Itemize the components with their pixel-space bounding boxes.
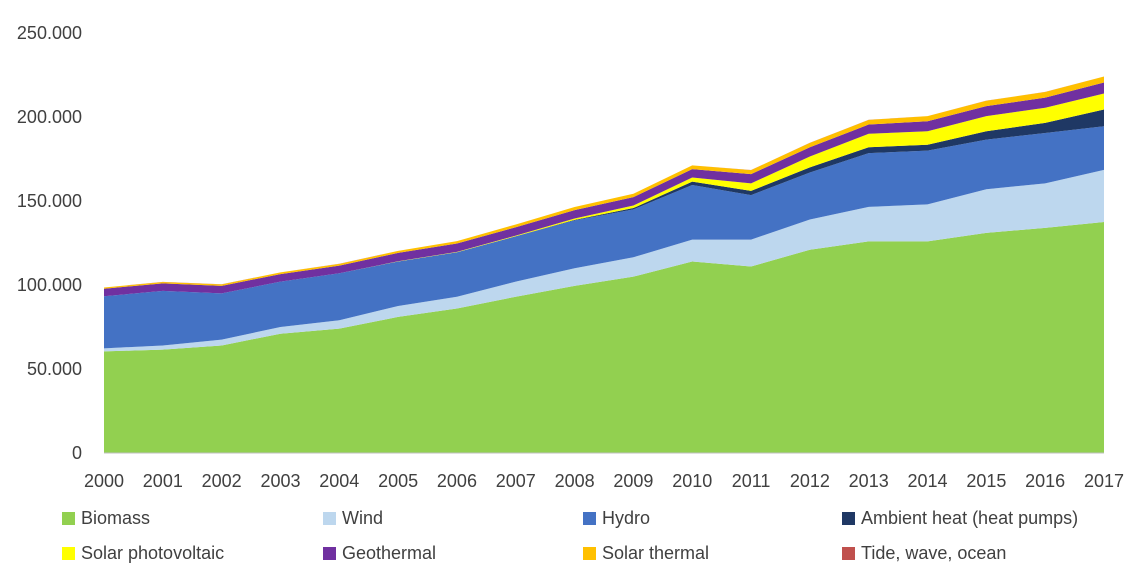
plot-areas [104,76,1104,453]
area-series-hydro [104,126,1104,349]
area-series-ambient-heat-heat-pumps [104,109,1104,297]
legend-swatch [583,512,596,525]
x-tick-label: 2005 [378,471,418,491]
x-tick-label: 2009 [613,471,653,491]
y-tick-label: 0 [72,443,82,463]
legend-item: Ambient heat (heat pumps) [842,508,1078,529]
area-series-solar-photovoltaic [104,93,1104,297]
y-tick-label: 150.000 [17,191,82,211]
x-tick-label: 2004 [319,471,359,491]
x-tick-label: 2016 [1025,471,1065,491]
legend-label: Hydro [602,508,651,528]
area-series-biomass [104,222,1104,453]
x-tick-label: 2017 [1084,471,1124,491]
x-tick-label: 2012 [790,471,830,491]
x-tick-label: 2007 [496,471,536,491]
legend-item: Solar photovoltaic [62,543,224,564]
legend-swatch [842,547,855,560]
x-tick-label: 2010 [672,471,712,491]
stacked-area-chart: 0 50.000 100.000 150.000 200.000 250.000 2000 2… [17,23,1124,491]
area-series-geothermal [104,82,1104,297]
x-tick-label: 2011 [732,471,771,491]
area-series-solar-thermal [104,76,1104,289]
x-tick-label: 2002 [202,471,242,491]
x-tick-label: 2006 [437,471,477,491]
area-series-wind [104,169,1104,352]
x-tick-label: 2015 [966,471,1006,491]
legend-label: Ambient heat (heat pumps) [861,508,1079,528]
legend-label: Solar photovoltaic [81,543,225,563]
y-tick-label: 200.000 [17,107,82,127]
x-tick-label: 2013 [849,471,889,491]
legend-swatch [842,512,855,525]
legend-item: Biomass [62,508,150,529]
legend-label: Tide, wave, ocean [861,543,1007,563]
y-tick-label: 50.000 [27,359,82,379]
legend-swatch [62,512,75,525]
legend-item: Hydro [583,508,650,529]
x-tick-label: 2003 [260,471,300,491]
legend-label: Geothermal [342,543,437,563]
y-tick-label: 250.000 [17,23,82,43]
x-tick-label: 2008 [555,471,595,491]
x-tick-label: 2000 [84,471,124,491]
legend-swatch [323,512,336,525]
legend-swatch [583,547,596,560]
y-tick-label: 100.000 [17,275,82,295]
legend-label: Wind [342,508,384,528]
legend-label: Solar thermal [602,543,710,563]
x-tick-label: 2014 [908,471,948,491]
legend-item: Wind [323,508,383,529]
legend-item: Geothermal [323,543,436,564]
x-tick-label: 2001 [143,471,183,491]
legend-item: Tide, wave, ocean [842,543,1006,564]
legend-swatch [323,547,336,560]
legend-label: Biomass [81,508,151,528]
legend-item: Solar thermal [583,543,709,564]
axes: 0 50.000 100.000 150.000 200.000 250.000 2000 2… [17,23,1124,491]
legend-swatch [62,547,75,560]
